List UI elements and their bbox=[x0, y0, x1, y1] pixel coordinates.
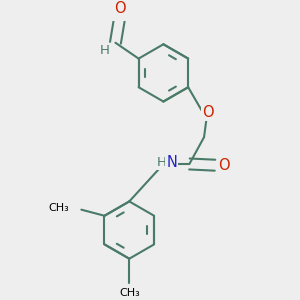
Text: CH₃: CH₃ bbox=[119, 288, 140, 298]
Text: O: O bbox=[218, 158, 230, 173]
Text: O: O bbox=[114, 1, 125, 16]
Text: N: N bbox=[166, 155, 177, 170]
Text: O: O bbox=[202, 105, 214, 120]
Text: H: H bbox=[157, 156, 166, 169]
Text: CH₃: CH₃ bbox=[48, 203, 69, 213]
Text: H: H bbox=[100, 44, 110, 57]
